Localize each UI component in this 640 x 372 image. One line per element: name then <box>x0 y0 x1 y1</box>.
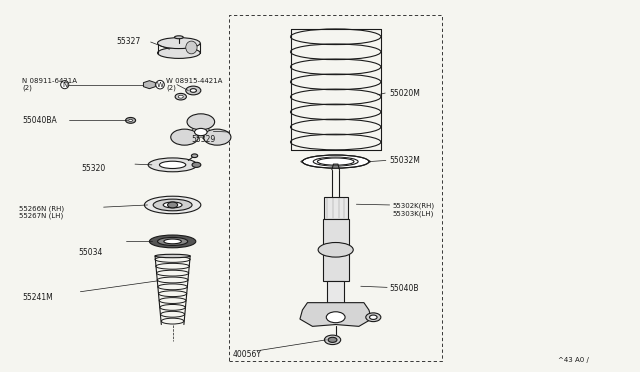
Ellipse shape <box>164 239 181 244</box>
Circle shape <box>125 118 136 123</box>
Text: 40056Y: 40056Y <box>232 350 261 359</box>
Ellipse shape <box>153 199 192 211</box>
Circle shape <box>171 129 198 145</box>
Polygon shape <box>143 81 156 89</box>
Text: 55329: 55329 <box>191 135 216 144</box>
FancyBboxPatch shape <box>327 281 344 304</box>
Text: 55266N (RH)
55267N (LH): 55266N (RH) 55267N (LH) <box>19 205 64 219</box>
Text: 55040B: 55040B <box>389 284 419 293</box>
Circle shape <box>369 315 377 320</box>
Text: 55320: 55320 <box>82 164 106 173</box>
Text: 55327: 55327 <box>116 38 140 46</box>
Circle shape <box>324 335 340 344</box>
Ellipse shape <box>157 48 200 58</box>
Text: ^43 A0 /: ^43 A0 / <box>558 357 589 363</box>
Ellipse shape <box>148 158 197 172</box>
Text: 55302K(RH)
55303K(LH): 55302K(RH) 55303K(LH) <box>392 203 435 217</box>
Text: W: W <box>157 81 163 88</box>
Ellipse shape <box>186 41 197 54</box>
Circle shape <box>187 114 214 130</box>
Ellipse shape <box>318 243 353 257</box>
Ellipse shape <box>301 158 371 166</box>
Circle shape <box>168 202 178 208</box>
Circle shape <box>129 119 132 122</box>
Ellipse shape <box>313 157 358 166</box>
Ellipse shape <box>159 161 186 169</box>
Ellipse shape <box>157 38 200 49</box>
Ellipse shape <box>149 235 196 248</box>
Ellipse shape <box>163 202 182 208</box>
Circle shape <box>195 128 207 136</box>
Ellipse shape <box>175 36 183 39</box>
Circle shape <box>366 313 381 322</box>
Circle shape <box>186 86 201 95</box>
Text: N: N <box>62 81 67 88</box>
Text: 55032M: 55032M <box>389 156 420 165</box>
Text: N 08911-6421A
(2): N 08911-6421A (2) <box>22 78 77 92</box>
Ellipse shape <box>317 158 354 166</box>
Ellipse shape <box>157 237 188 246</box>
FancyBboxPatch shape <box>323 219 349 281</box>
Ellipse shape <box>303 155 369 168</box>
Circle shape <box>179 95 183 98</box>
Text: 55040BA: 55040BA <box>22 116 57 125</box>
Circle shape <box>191 154 198 158</box>
Circle shape <box>190 89 196 92</box>
Text: W 08915-4421A
(2): W 08915-4421A (2) <box>166 78 223 92</box>
Circle shape <box>175 93 186 100</box>
FancyBboxPatch shape <box>324 197 348 219</box>
Text: 55020M: 55020M <box>389 89 420 97</box>
Text: 55241M: 55241M <box>22 293 53 302</box>
Ellipse shape <box>155 254 190 258</box>
Ellipse shape <box>145 196 201 214</box>
Circle shape <box>326 312 345 323</box>
Polygon shape <box>300 303 371 326</box>
Text: 55034: 55034 <box>79 248 103 257</box>
Circle shape <box>192 162 201 167</box>
Circle shape <box>204 129 231 145</box>
Circle shape <box>328 337 337 342</box>
